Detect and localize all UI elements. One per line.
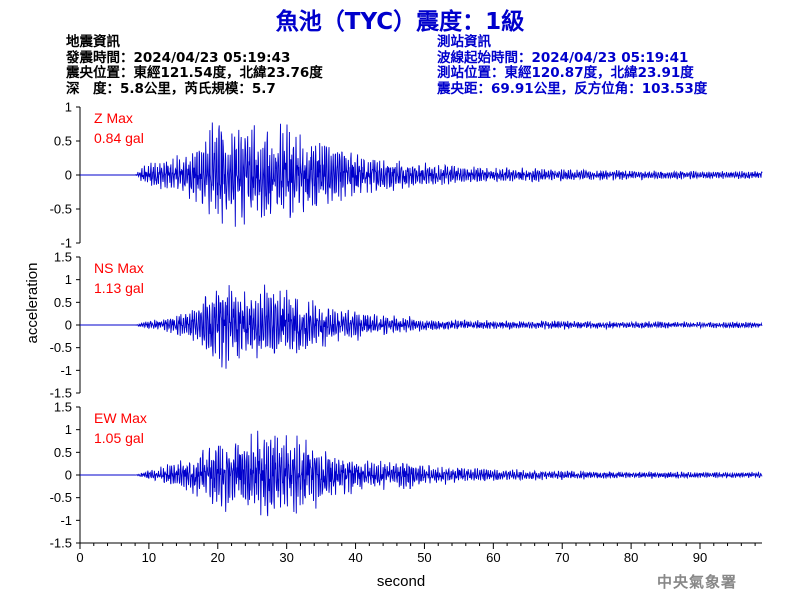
y-tick-label: 0.5 — [54, 295, 72, 310]
x-tick-label: 30 — [279, 550, 293, 565]
depth-magnitude: 深 度：5.8公里，芮氏規模：5.7 — [66, 80, 276, 97]
y-tick-label: 1 — [65, 100, 72, 115]
wave-start-time: 波線起始時間：2024/04/23 05:19:41 — [437, 49, 689, 66]
y-tick-label: 1 — [65, 422, 72, 437]
agency-footer: 中央氣象署 — [657, 573, 738, 591]
y-axis-label: acceleration — [24, 263, 41, 344]
x-tick-label: 20 — [211, 550, 225, 565]
station-info-heading: 測站資訊 — [437, 34, 491, 50]
y-tick-label: -1.5 — [50, 536, 72, 551]
y-tick-label: -1.5 — [50, 386, 72, 401]
y-tick-label: 1 — [65, 272, 72, 287]
waveform-z — [80, 122, 763, 227]
y-tick-label: 0.5 — [54, 134, 72, 149]
x-tick-label: 0 — [76, 550, 83, 565]
chart-title: 魚池（TYC）震度：1級 — [275, 9, 525, 35]
x-tick-label: 10 — [142, 550, 156, 565]
x-tick-label: 50 — [417, 550, 431, 565]
panel-max-ns: 1.13 gal — [94, 280, 144, 296]
y-tick-label: -0.5 — [50, 202, 72, 217]
y-tick-label: -0.5 — [50, 340, 72, 355]
earthquake-info-heading: 地震資訊 — [66, 34, 120, 50]
panel-max-ew: 1.05 gal — [94, 430, 144, 446]
x-tick-label: 80 — [624, 550, 638, 565]
waveform-ew — [80, 430, 763, 517]
station-location: 測站位置：東經120.87度，北緯23.91度 — [437, 65, 694, 81]
x-tick-label: 90 — [693, 550, 707, 565]
y-tick-label: 1.5 — [54, 250, 72, 265]
origin-time: 發震時間：2024/04/23 05:19:43 — [66, 49, 291, 66]
y-tick-label: -1 — [60, 513, 72, 528]
y-tick-label: -1 — [60, 363, 72, 378]
distance-azimuth: 震央距：69.91公里，反方位角：103.53度 — [437, 80, 708, 97]
epicenter-location: 震央位置：東經121.54度，北緯23.76度 — [66, 65, 323, 81]
x-tick-label: 40 — [348, 550, 362, 565]
x-tick-label: 60 — [486, 550, 500, 565]
y-tick-label: 0 — [65, 168, 72, 183]
x-tick-label: 70 — [555, 550, 569, 565]
y-tick-label: 0.5 — [54, 445, 72, 460]
panel-label-z: Z Max — [94, 110, 133, 126]
y-tick-label: -1 — [60, 236, 72, 251]
waveform-ns — [80, 284, 763, 369]
panel-label-ew: EW Max — [94, 410, 147, 426]
earthquake-info: 地震資訊 發震時間：2024/04/23 05:19:43 震央位置：東經121… — [66, 34, 323, 97]
y-tick-label: -0.5 — [50, 490, 72, 505]
panel-max-z: 0.84 gal — [94, 130, 144, 146]
station-info: 測站資訊 波線起始時間：2024/04/23 05:19:41 測站位置：東經1… — [437, 34, 708, 97]
x-axis-label: second — [377, 573, 425, 590]
y-tick-label: 1.5 — [54, 400, 72, 415]
y-tick-label: 0 — [65, 468, 72, 483]
panel-label-ns: NS Max — [94, 260, 144, 276]
y-tick-label: 0 — [65, 318, 72, 333]
